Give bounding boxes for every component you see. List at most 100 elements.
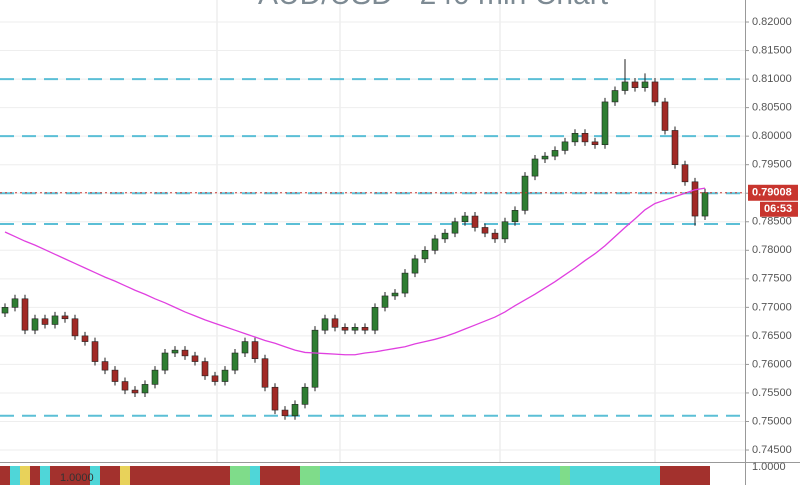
candle-body bbox=[451, 221, 459, 234]
indicator-segment bbox=[0, 466, 10, 485]
indicator-axis-label: 1.0000 bbox=[752, 461, 786, 473]
indicator-segment bbox=[390, 466, 400, 485]
y-tick-label: 0.81500 bbox=[752, 44, 792, 56]
countdown-box bbox=[760, 201, 798, 217]
indicator-segment bbox=[320, 466, 330, 485]
last-price-box bbox=[748, 184, 798, 201]
indicator-segment bbox=[460, 466, 470, 485]
candle-body bbox=[11, 298, 19, 308]
candle-body bbox=[431, 238, 439, 251]
indicator-segment bbox=[560, 466, 570, 485]
indicator-segment bbox=[670, 466, 680, 485]
indicator-segment bbox=[500, 466, 510, 485]
y-tick-label: 0.78000 bbox=[752, 244, 792, 256]
y-tick-label: 0.79500 bbox=[752, 159, 792, 171]
indicator-segment bbox=[430, 466, 440, 485]
y-tick-label: 0.80000 bbox=[752, 130, 792, 142]
y-tick-label: 0.78500 bbox=[752, 216, 792, 228]
candle-body bbox=[151, 369, 159, 385]
y-tick-label: 0.82000 bbox=[752, 16, 792, 28]
moving-average bbox=[4, 187, 706, 356]
indicator-segment bbox=[270, 466, 280, 485]
indicator-segment bbox=[10, 466, 20, 485]
indicator-segment bbox=[290, 466, 300, 485]
candle-body bbox=[351, 327, 359, 331]
indicator-segment bbox=[650, 466, 660, 485]
candle-body bbox=[391, 292, 399, 297]
candle-body bbox=[691, 181, 699, 217]
indicator-segment bbox=[190, 466, 200, 485]
candle-body bbox=[1, 307, 9, 314]
candle-body bbox=[541, 155, 549, 160]
candle-body bbox=[591, 141, 599, 146]
indicator-segment bbox=[170, 466, 180, 485]
chart-title: AUD/USD - 240 min Chart bbox=[258, 0, 609, 11]
candle-body bbox=[621, 81, 629, 91]
indicator-segment bbox=[480, 466, 490, 485]
indicator-segment bbox=[550, 466, 560, 485]
candle-body bbox=[141, 384, 149, 394]
indicator-segment bbox=[90, 466, 100, 485]
indicator-segment bbox=[160, 466, 170, 485]
indicator-segment bbox=[250, 466, 260, 485]
candle-body bbox=[661, 101, 669, 131]
indicator-segment bbox=[630, 466, 640, 485]
candle-body bbox=[461, 215, 469, 223]
indicator-segment bbox=[620, 466, 630, 485]
candle-body bbox=[51, 315, 59, 325]
indicator-segment bbox=[360, 466, 370, 485]
indicator-segment bbox=[340, 466, 350, 485]
y-tick-label: 0.77000 bbox=[752, 301, 792, 313]
indicator-segment bbox=[420, 466, 430, 485]
candle-body bbox=[701, 192, 709, 217]
indicator-segment bbox=[350, 466, 360, 485]
indicator-segment bbox=[210, 466, 220, 485]
candle-body bbox=[291, 404, 299, 417]
candle-body bbox=[231, 352, 239, 371]
indicator-segment bbox=[230, 466, 240, 485]
indicator-segment bbox=[610, 466, 620, 485]
candle-body bbox=[361, 327, 369, 331]
indicator-segment bbox=[30, 466, 40, 485]
indicator-segment bbox=[180, 466, 190, 485]
indicator-segment bbox=[240, 466, 250, 485]
indicator-segment bbox=[540, 466, 550, 485]
y-tick-label: 0.81000 bbox=[752, 73, 792, 85]
candle-body bbox=[251, 341, 259, 360]
indicator-segment bbox=[590, 466, 600, 485]
candle-body bbox=[531, 158, 539, 177]
indicator-segment bbox=[50, 466, 60, 485]
indicator-segment bbox=[700, 466, 710, 485]
indicator-segment bbox=[680, 466, 690, 485]
y-tick-label: 0.75000 bbox=[752, 415, 792, 427]
candle-body bbox=[411, 258, 419, 274]
candle-body bbox=[641, 81, 649, 88]
candle-body bbox=[41, 318, 49, 325]
indicator-label: 1.0000 bbox=[60, 472, 94, 484]
candle-body bbox=[71, 318, 79, 337]
indicator-segment bbox=[330, 466, 340, 485]
candle-body bbox=[571, 133, 579, 143]
candle-body bbox=[201, 361, 209, 377]
countdown-label: 06:53 bbox=[764, 203, 792, 215]
candle-body bbox=[161, 352, 169, 371]
candle-body bbox=[611, 90, 619, 103]
candle-body bbox=[111, 369, 119, 382]
candle-body bbox=[331, 318, 339, 328]
indicator-strip bbox=[0, 466, 710, 485]
last-price-label: 0.79008 bbox=[752, 187, 792, 199]
candle-body bbox=[21, 298, 29, 331]
candle-body bbox=[471, 215, 479, 228]
indicator-segment bbox=[80, 466, 90, 485]
candle-body bbox=[401, 272, 409, 294]
candle-body bbox=[211, 375, 219, 382]
candle-body bbox=[271, 386, 279, 411]
candle-body bbox=[601, 101, 609, 146]
candle-body bbox=[31, 318, 39, 331]
indicator-segment bbox=[370, 466, 380, 485]
candle-body bbox=[371, 307, 379, 331]
indicator-segment bbox=[110, 466, 120, 485]
candle-body bbox=[181, 349, 189, 357]
